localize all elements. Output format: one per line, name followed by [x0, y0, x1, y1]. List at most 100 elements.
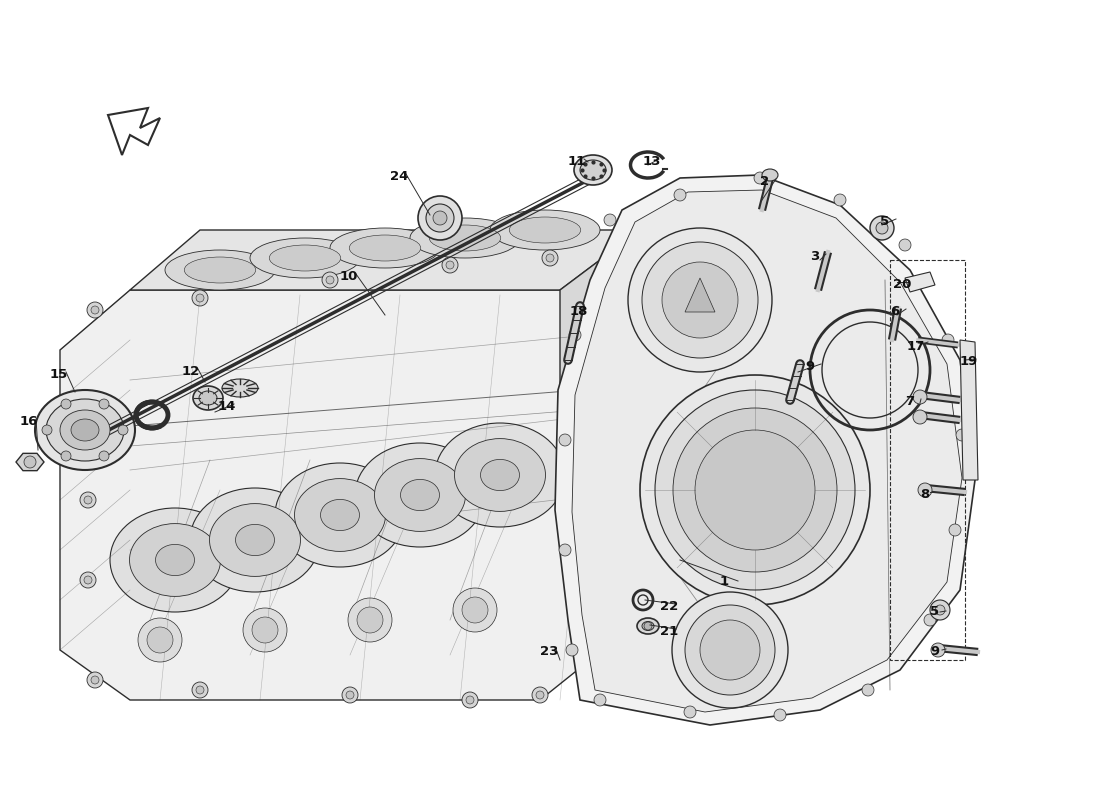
Ellipse shape — [165, 250, 275, 290]
Text: 15: 15 — [50, 368, 68, 381]
Circle shape — [673, 408, 837, 572]
Circle shape — [674, 189, 686, 201]
Circle shape — [612, 332, 628, 348]
Polygon shape — [108, 108, 159, 155]
Circle shape — [542, 250, 558, 266]
Polygon shape — [685, 278, 715, 312]
Circle shape — [80, 492, 96, 508]
Polygon shape — [572, 190, 962, 712]
Circle shape — [252, 617, 278, 643]
Ellipse shape — [270, 245, 341, 271]
Text: 1: 1 — [720, 575, 729, 588]
Ellipse shape — [410, 218, 520, 258]
Ellipse shape — [190, 488, 320, 592]
Circle shape — [569, 329, 581, 341]
Circle shape — [462, 597, 488, 623]
Circle shape — [196, 294, 204, 302]
Circle shape — [536, 691, 544, 699]
Circle shape — [930, 600, 950, 620]
Circle shape — [442, 257, 458, 273]
Ellipse shape — [330, 228, 440, 268]
Circle shape — [834, 194, 846, 206]
Circle shape — [956, 429, 968, 441]
Circle shape — [949, 524, 961, 536]
Ellipse shape — [355, 443, 485, 547]
Text: 11: 11 — [568, 155, 586, 168]
Ellipse shape — [110, 508, 240, 612]
Text: 18: 18 — [570, 305, 589, 318]
Circle shape — [87, 302, 103, 318]
Circle shape — [192, 682, 208, 698]
Circle shape — [84, 496, 92, 504]
Circle shape — [931, 643, 945, 657]
Circle shape — [358, 607, 383, 633]
Text: 16: 16 — [20, 415, 38, 428]
Circle shape — [24, 456, 36, 468]
Ellipse shape — [434, 423, 565, 527]
Text: 9: 9 — [805, 360, 814, 373]
Ellipse shape — [481, 459, 519, 490]
Text: 2: 2 — [760, 175, 769, 188]
Circle shape — [342, 687, 358, 703]
Polygon shape — [560, 230, 640, 390]
Circle shape — [532, 687, 548, 703]
Circle shape — [672, 592, 788, 708]
Circle shape — [899, 239, 911, 251]
Circle shape — [644, 622, 652, 630]
Text: 12: 12 — [182, 365, 200, 378]
Circle shape — [621, 426, 629, 434]
Circle shape — [243, 608, 287, 652]
Text: 5: 5 — [930, 605, 939, 618]
Ellipse shape — [642, 622, 654, 630]
Polygon shape — [960, 340, 978, 480]
Circle shape — [924, 614, 936, 626]
Circle shape — [196, 686, 204, 694]
Circle shape — [87, 672, 103, 688]
Ellipse shape — [637, 618, 659, 634]
Ellipse shape — [46, 399, 124, 461]
Text: 20: 20 — [893, 278, 912, 291]
Text: 10: 10 — [340, 270, 359, 283]
Circle shape — [754, 172, 766, 184]
Circle shape — [913, 410, 927, 424]
Polygon shape — [905, 272, 935, 292]
Ellipse shape — [222, 379, 258, 397]
Circle shape — [604, 214, 616, 226]
Circle shape — [147, 627, 173, 653]
Circle shape — [935, 605, 945, 615]
Circle shape — [559, 544, 571, 556]
Circle shape — [118, 425, 128, 435]
Ellipse shape — [185, 257, 255, 283]
Circle shape — [640, 375, 870, 605]
Circle shape — [80, 572, 96, 588]
Circle shape — [700, 620, 760, 680]
Circle shape — [566, 644, 578, 656]
Ellipse shape — [130, 524, 220, 597]
Text: 13: 13 — [644, 155, 661, 168]
Ellipse shape — [72, 419, 99, 441]
Ellipse shape — [199, 391, 217, 405]
Circle shape — [876, 222, 888, 234]
Text: 9: 9 — [930, 645, 939, 658]
Circle shape — [462, 692, 478, 708]
Circle shape — [84, 576, 92, 584]
Circle shape — [628, 228, 772, 372]
Text: 19: 19 — [960, 355, 978, 368]
Circle shape — [616, 336, 624, 344]
Ellipse shape — [250, 238, 360, 278]
Circle shape — [322, 272, 338, 288]
Ellipse shape — [155, 544, 195, 576]
Circle shape — [642, 242, 758, 358]
Text: 22: 22 — [660, 600, 679, 613]
Ellipse shape — [400, 479, 440, 510]
Circle shape — [942, 334, 954, 346]
Circle shape — [870, 216, 894, 240]
Ellipse shape — [35, 390, 135, 470]
Text: 23: 23 — [540, 645, 559, 658]
Circle shape — [91, 306, 99, 314]
Circle shape — [99, 451, 109, 461]
Text: 14: 14 — [218, 400, 236, 413]
Text: 21: 21 — [660, 625, 679, 638]
Circle shape — [654, 390, 855, 590]
Ellipse shape — [60, 410, 110, 450]
